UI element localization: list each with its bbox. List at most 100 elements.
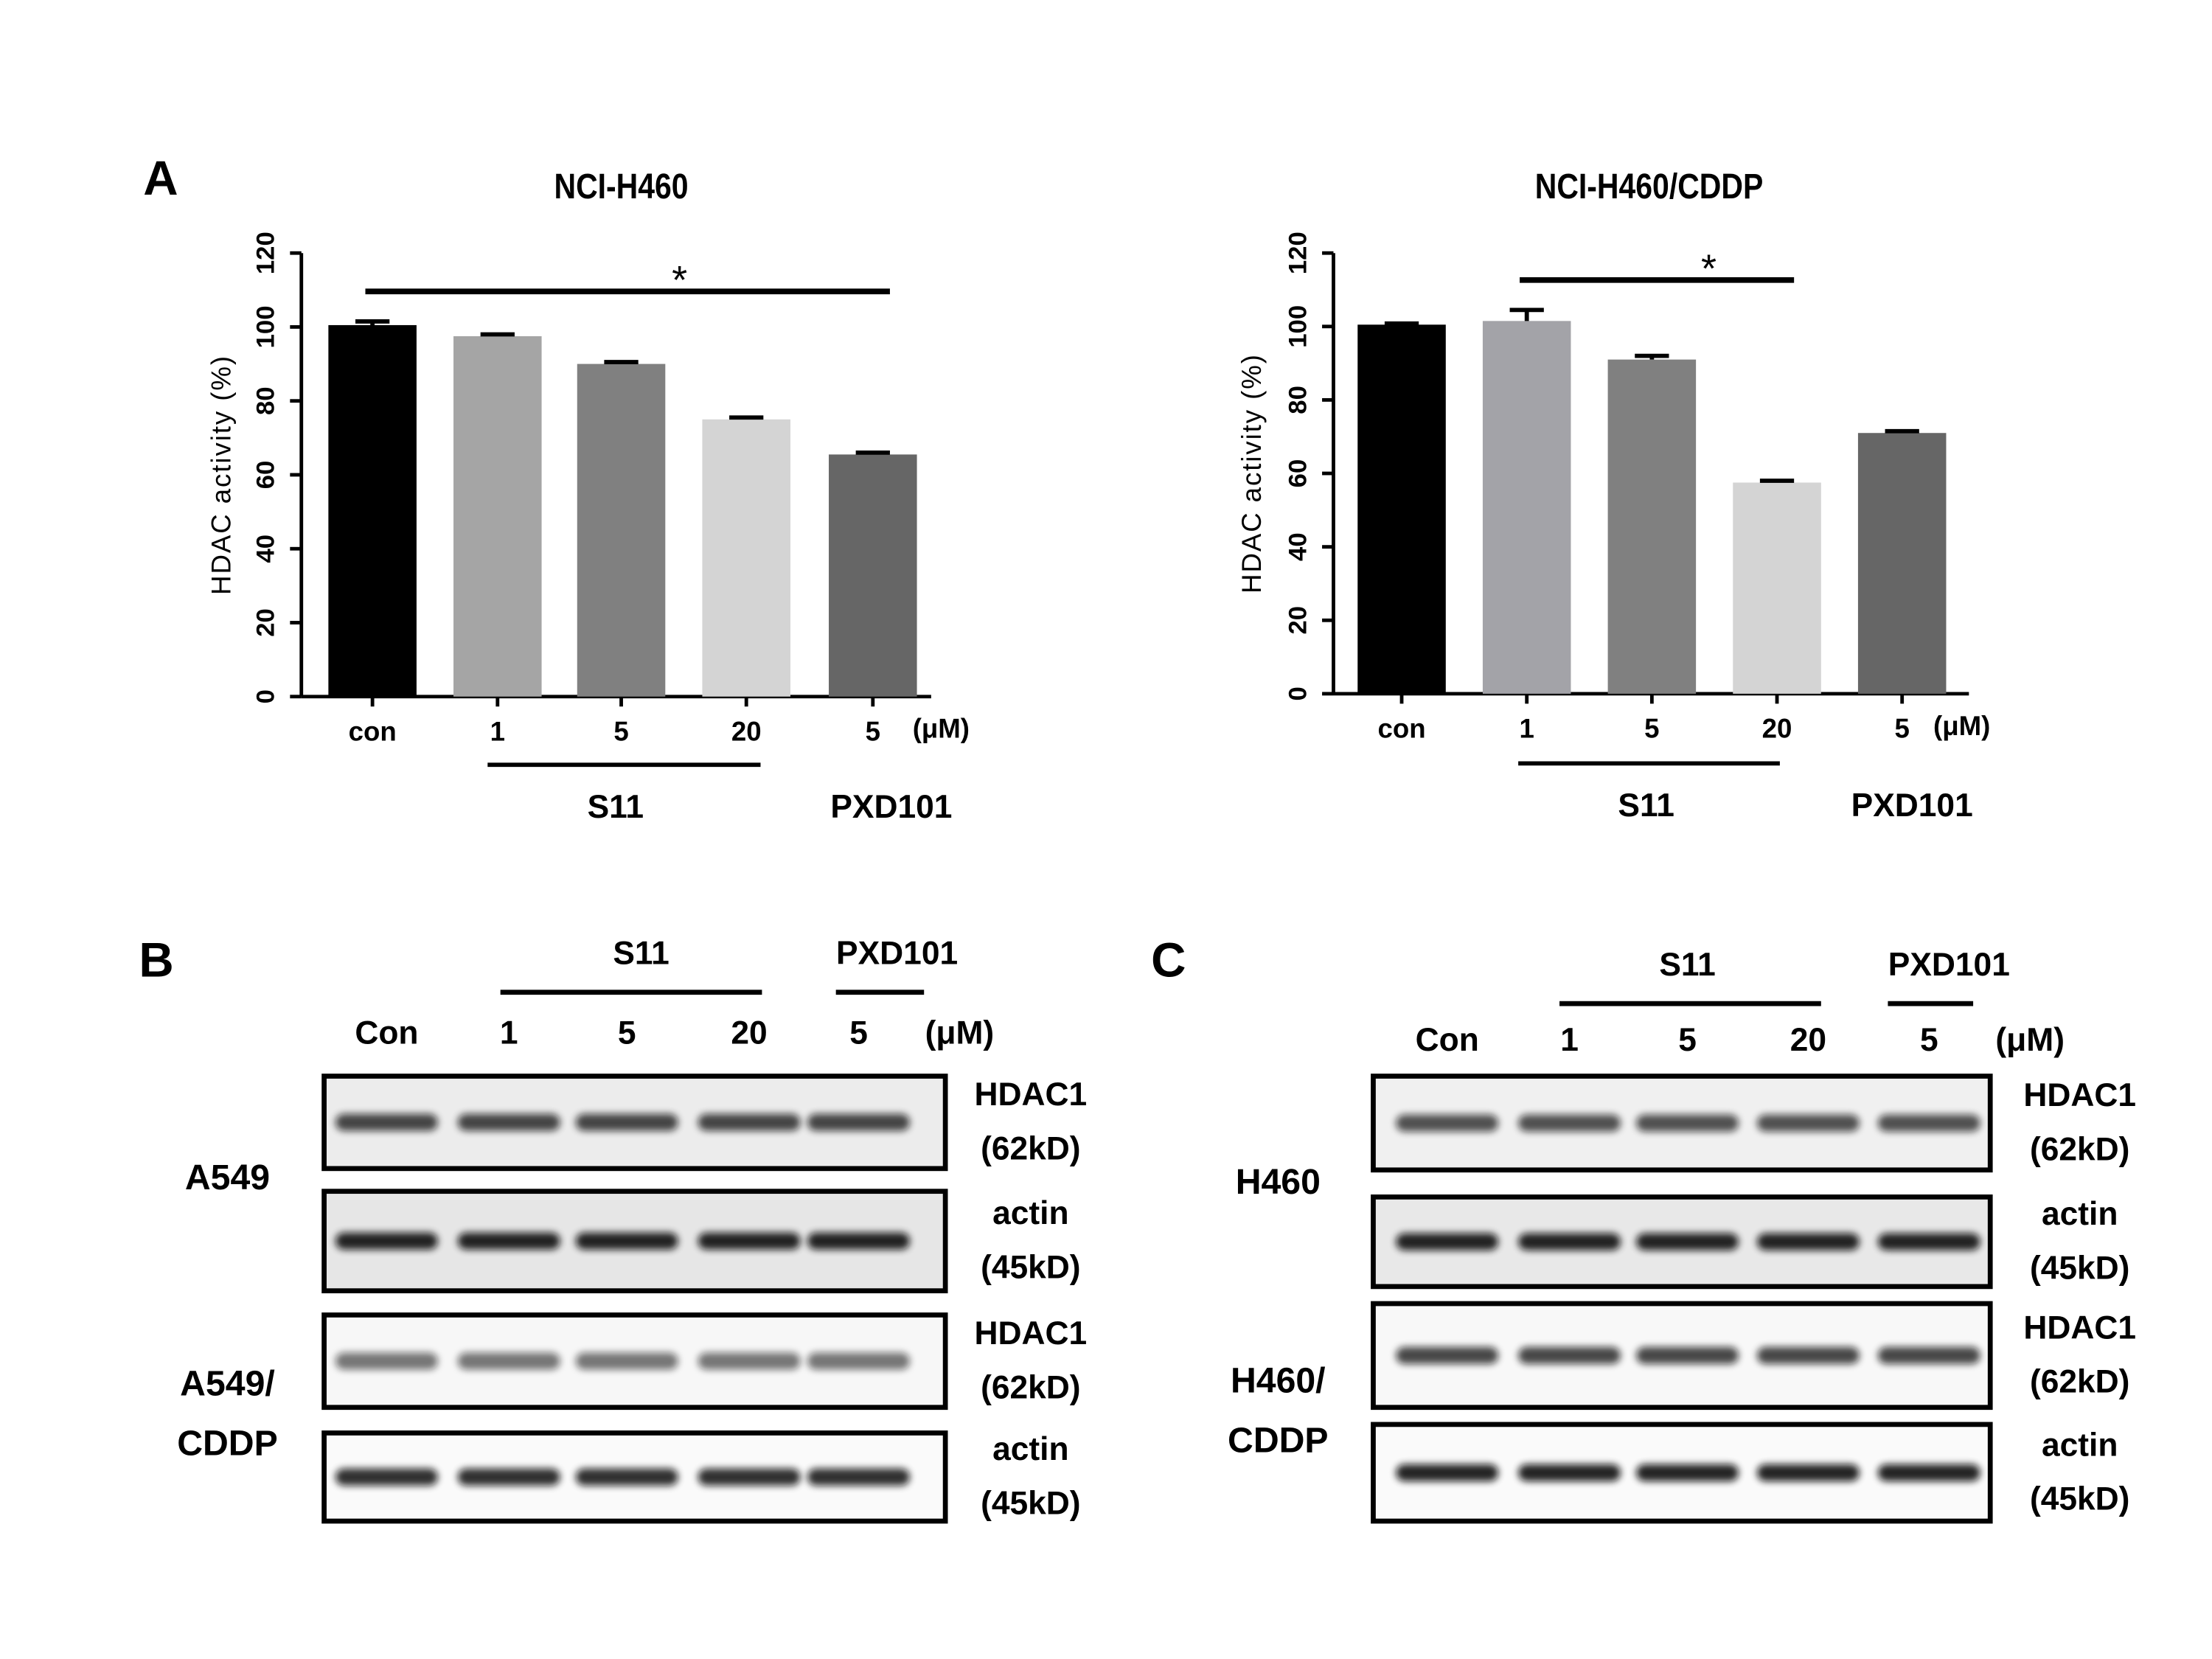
blot-band bbox=[698, 1232, 801, 1250]
blot-band bbox=[1396, 1233, 1499, 1251]
blot-band bbox=[457, 1468, 560, 1486]
blot-band bbox=[1518, 1233, 1621, 1251]
significance-star: * bbox=[1701, 247, 1717, 291]
x-tick-label: 20 bbox=[1762, 714, 1792, 744]
lane-label: 20 bbox=[731, 1015, 767, 1051]
blot-band bbox=[1636, 1346, 1739, 1364]
blot-band bbox=[1636, 1114, 1739, 1132]
y-tick-label: 60 bbox=[1284, 459, 1312, 488]
protein-label: HDAC1 bbox=[2023, 1077, 2136, 1113]
blot-band bbox=[1757, 1464, 1860, 1481]
x-tick-label: con bbox=[349, 717, 397, 747]
bar bbox=[453, 335, 542, 697]
blot-band bbox=[1518, 1464, 1621, 1481]
blot-band bbox=[1877, 1346, 1980, 1364]
lane-label: 20 bbox=[1790, 1022, 1826, 1058]
y-tick-label: 60 bbox=[252, 461, 280, 490]
blot-band bbox=[457, 1352, 560, 1370]
blot-band bbox=[575, 1352, 678, 1370]
blot-band bbox=[335, 1468, 438, 1486]
y-tick-label: 0 bbox=[1284, 686, 1312, 700]
unit-label: (μM) bbox=[913, 714, 970, 744]
unit-label: (μM) bbox=[925, 1015, 995, 1051]
size-label: (45kD) bbox=[2030, 1481, 2130, 1517]
blot-band bbox=[1636, 1233, 1739, 1251]
x-tick-label: 20 bbox=[731, 717, 762, 747]
bar bbox=[1482, 321, 1571, 694]
error-bar bbox=[1509, 307, 1544, 321]
y-tick-label: 20 bbox=[252, 608, 280, 637]
size-label: (45kD) bbox=[2030, 1250, 2130, 1286]
lane-label: Con bbox=[355, 1015, 418, 1051]
group-label: S11 bbox=[588, 789, 644, 825]
x-tick-label: 5 bbox=[1895, 714, 1910, 744]
error-bar bbox=[355, 319, 390, 325]
protein-label: actin bbox=[992, 1431, 1068, 1467]
blot-band bbox=[335, 1113, 438, 1131]
error-bar bbox=[1635, 353, 1669, 360]
size-label: (45kD) bbox=[981, 1485, 1081, 1521]
lane-label: 5 bbox=[618, 1015, 636, 1051]
blot-band bbox=[575, 1232, 678, 1250]
size-label: (62kD) bbox=[981, 1130, 1081, 1166]
unit-label: (μM) bbox=[1995, 1022, 2065, 1058]
bar bbox=[577, 364, 666, 697]
cell-line-label: CDDP bbox=[177, 1424, 278, 1464]
error-bar bbox=[1885, 428, 1919, 434]
x-tick-label: 5 bbox=[866, 717, 880, 747]
lane-label: 5 bbox=[1920, 1022, 1938, 1058]
cell-line-label: A549/ bbox=[180, 1364, 275, 1404]
y-tick-label: 120 bbox=[252, 232, 280, 274]
error-bar bbox=[480, 332, 515, 337]
size-label: (62kD) bbox=[981, 1369, 1081, 1405]
chart-title: NCI-H460 bbox=[554, 167, 688, 206]
blot-band bbox=[807, 1352, 910, 1370]
bar bbox=[1357, 324, 1446, 694]
cell-line-label: H460/ bbox=[1231, 1361, 1326, 1401]
blot-band bbox=[1518, 1114, 1621, 1132]
lane-label: 1 bbox=[500, 1015, 518, 1051]
y-tick-label: 20 bbox=[1284, 606, 1312, 635]
lane-label: Con bbox=[1416, 1022, 1479, 1058]
protein-label: actin bbox=[2042, 1196, 2118, 1232]
blot-band bbox=[698, 1468, 801, 1486]
y-tick-label: 0 bbox=[252, 689, 280, 703]
protein-label: actin bbox=[992, 1195, 1068, 1231]
blot-band bbox=[457, 1113, 560, 1131]
blot-band bbox=[1396, 1346, 1499, 1364]
group-label: PXD101 bbox=[1888, 947, 2010, 983]
y-tick-label: 100 bbox=[252, 306, 280, 349]
y-tick-label: 80 bbox=[1284, 386, 1312, 414]
significance-star: * bbox=[672, 258, 687, 302]
lane-label: 5 bbox=[1678, 1022, 1697, 1058]
bar bbox=[1733, 482, 1821, 694]
protein-label: HDAC1 bbox=[2023, 1310, 2136, 1346]
lane-label: 1 bbox=[1560, 1022, 1579, 1058]
group-label: S11 bbox=[1659, 947, 1715, 983]
cell-line-label: A549 bbox=[185, 1158, 270, 1197]
blot-band bbox=[575, 1468, 678, 1486]
blot-band bbox=[1396, 1464, 1499, 1481]
group-label: S11 bbox=[613, 935, 669, 971]
y-tick-label: 40 bbox=[252, 535, 280, 563]
blot-band bbox=[807, 1468, 910, 1486]
x-tick-label: 1 bbox=[1520, 714, 1534, 744]
blot-band bbox=[807, 1113, 910, 1131]
panel-label: B bbox=[139, 933, 173, 987]
cell-line-label: CDDP bbox=[1228, 1421, 1329, 1461]
blot-band bbox=[1877, 1464, 1980, 1481]
blot-band bbox=[335, 1232, 438, 1250]
blot-band bbox=[1757, 1346, 1860, 1364]
error-bar bbox=[729, 415, 764, 420]
error-bar bbox=[1759, 479, 1795, 483]
y-tick-label: 100 bbox=[1284, 305, 1312, 348]
blot-band bbox=[1757, 1114, 1860, 1132]
blot-band bbox=[1396, 1114, 1499, 1132]
bar bbox=[829, 454, 917, 697]
group-label: PXD101 bbox=[836, 935, 958, 971]
y-axis-label: HDAC activity (%) bbox=[206, 355, 236, 595]
y-tick-label: 80 bbox=[252, 386, 280, 415]
bar bbox=[1857, 433, 1947, 694]
